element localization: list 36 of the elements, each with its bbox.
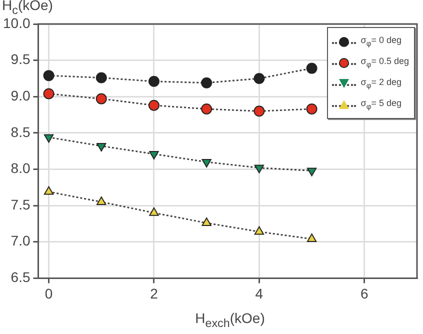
legend-label: σ$_{φ}$= 0.5 deg bbox=[360, 56, 409, 69]
x-tick-label: 6 bbox=[360, 285, 368, 302]
y-tick-label: 7.0 bbox=[10, 232, 30, 249]
y-tick-label: 6.5 bbox=[10, 269, 30, 286]
point bbox=[43, 88, 54, 100]
point bbox=[44, 186, 54, 195]
point bbox=[254, 106, 265, 117]
point bbox=[43, 70, 54, 82]
point bbox=[202, 218, 212, 226]
legend-label: σ$_{φ}$= 2 deg bbox=[360, 77, 402, 90]
point bbox=[254, 226, 264, 235]
legend-label: σ$_{φ}$= 0 deg bbox=[360, 35, 402, 48]
y-tick-label: 7.5 bbox=[10, 196, 30, 212]
point bbox=[96, 93, 107, 104]
legend-label: σ$_{φ}$= 5 deg bbox=[360, 98, 402, 111]
x-tick-label: 0 bbox=[44, 285, 53, 302]
point bbox=[306, 103, 318, 114]
x-tick-label: 4 bbox=[255, 285, 264, 302]
point bbox=[96, 196, 106, 205]
point bbox=[96, 72, 107, 84]
point bbox=[148, 100, 160, 111]
y-tick-label: 9.5 bbox=[10, 51, 30, 68]
y-tick-label: 10.0 bbox=[3, 14, 30, 31]
x-tick-label: 2 bbox=[150, 285, 158, 302]
point bbox=[201, 77, 212, 88]
point bbox=[254, 72, 265, 84]
x-axis-title: H$_{exch}$(kOe) bbox=[195, 310, 265, 330]
point bbox=[306, 233, 317, 242]
point bbox=[149, 207, 159, 216]
point bbox=[148, 76, 160, 87]
point bbox=[306, 62, 318, 74]
y-tick-label: 9.0 bbox=[10, 87, 30, 104]
y-axis-title: H$_{c}$(kOe) bbox=[2, 0, 53, 17]
y-tick-label: 8.5 bbox=[10, 124, 30, 140]
y-tick-label: 8.0 bbox=[10, 160, 30, 176]
point bbox=[201, 103, 212, 114]
